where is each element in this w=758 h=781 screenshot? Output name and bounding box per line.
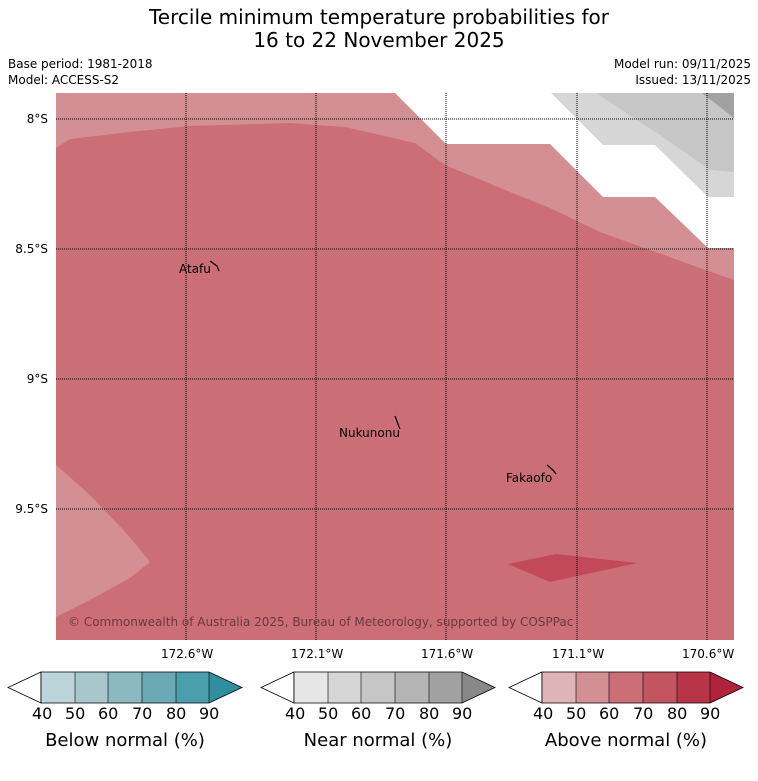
near-60-70-area	[702, 93, 734, 118]
legend-tick: 60	[599, 704, 620, 723]
colorbar-below	[7, 671, 243, 704]
lat-label-8s: 8°S	[26, 112, 48, 126]
legend-tick: 80	[667, 704, 688, 723]
model-name: Model: ACCESS-S2	[8, 73, 120, 87]
legend-tick: 70	[132, 704, 153, 723]
above-70-80-patch	[508, 554, 637, 582]
atafu-atoll	[209, 260, 220, 272]
legend-tick: 70	[633, 704, 654, 723]
legend-tick: 90	[199, 704, 220, 723]
legend-title-below: Below normal (%)	[45, 730, 205, 751]
lon-label-170-6w: 170.6°W	[682, 647, 735, 661]
lat-label-9-5s: 9.5°S	[15, 502, 48, 516]
legend-tick: 50	[65, 704, 86, 723]
colorbar-near	[260, 671, 496, 704]
lon-label-172-6w: 172.6°W	[161, 647, 214, 661]
legend-tick: 40	[533, 704, 554, 723]
title-line-2: 16 to 22 November 2025	[253, 28, 505, 52]
copyright-notice: © Commonwealth of Australia 2025, Bureau…	[68, 615, 574, 629]
legend-tick: 60	[351, 704, 372, 723]
graticule	[56, 93, 734, 640]
lat-label-8-5s: 8.5°S	[15, 242, 48, 256]
lon-label-172-1w: 172.1°W	[291, 647, 344, 661]
map-area	[56, 93, 734, 640]
above-50-60-band-southwest	[56, 465, 150, 617]
lon-label-171-6w: 171.6°W	[421, 647, 474, 661]
atoll-outlines	[209, 260, 557, 475]
lon-label-171-1w: 171.1°W	[552, 647, 605, 661]
legend-tick: 80	[419, 704, 440, 723]
nukunonu-atoll	[394, 415, 401, 430]
lat-label-9s: 9°S	[26, 372, 48, 386]
legend-tick: 80	[166, 704, 187, 723]
legend-tick: 90	[700, 704, 721, 723]
legend-tick: 70	[385, 704, 406, 723]
legend-title-above: Above normal (%)	[544, 730, 708, 751]
title-line-1: Tercile minimum temperature probabilitie…	[148, 5, 610, 29]
base-period: Base period: 1981-2018	[8, 57, 153, 71]
legend-title-near: Near normal (%)	[303, 730, 453, 751]
legend-tick: 50	[566, 704, 587, 723]
legend-tick: 60	[98, 704, 119, 723]
legend-tick: 40	[285, 704, 306, 723]
colorbar-above	[508, 671, 744, 704]
legend-tick: 90	[452, 704, 473, 723]
near-50-60-area	[596, 93, 734, 172]
place-fakaofo: Fakaofo	[506, 471, 553, 485]
legend-tick: 50	[318, 704, 339, 723]
model-run: Model run: 09/11/2025	[613, 57, 751, 71]
issued-date: Issued: 13/11/2025	[635, 73, 751, 87]
place-atafu: Atafu	[179, 262, 211, 276]
legend-tick: 40	[32, 704, 53, 723]
place-nukunonu: Nukunonu	[339, 426, 400, 440]
fakaofo-atoll	[546, 464, 557, 475]
